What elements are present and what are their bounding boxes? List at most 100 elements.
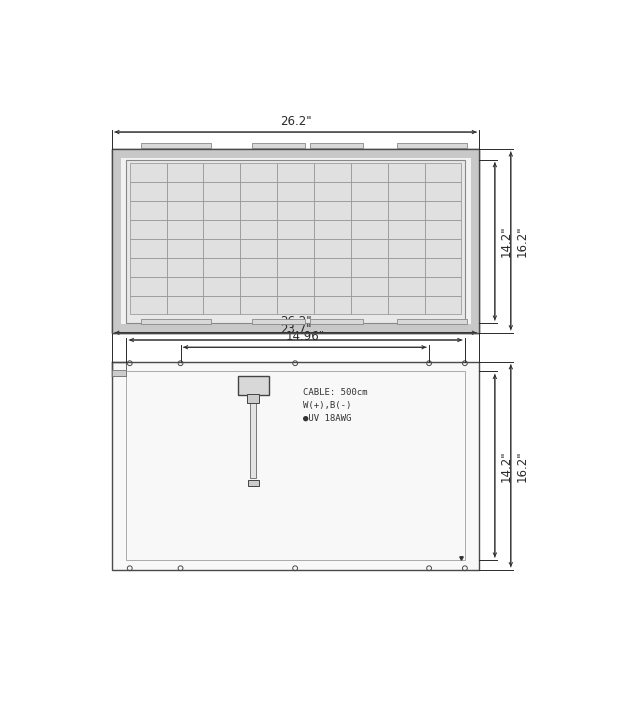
Bar (351, 183, 388, 201)
Bar (351, 220, 388, 239)
Bar (277, 183, 314, 201)
Bar (167, 164, 203, 183)
Bar (141, 143, 211, 147)
Bar (314, 220, 351, 239)
Bar (252, 143, 305, 147)
Bar (240, 296, 277, 314)
Bar (203, 164, 240, 183)
Bar (130, 296, 167, 314)
Bar (203, 220, 240, 239)
Bar (167, 239, 203, 258)
Text: 14.2": 14.2" (499, 225, 512, 257)
Bar (240, 258, 277, 277)
Bar (425, 164, 462, 183)
Bar (167, 183, 203, 201)
Bar (351, 164, 388, 183)
Bar (314, 258, 351, 277)
Bar (425, 201, 462, 220)
Bar (130, 201, 167, 220)
Bar (351, 277, 388, 296)
Bar (130, 220, 167, 239)
Bar (240, 220, 277, 239)
Bar (314, 239, 351, 258)
Bar (388, 258, 425, 277)
Bar (141, 319, 211, 324)
Bar (425, 296, 462, 314)
Bar (252, 319, 305, 324)
Bar (112, 149, 479, 158)
Text: 23.7": 23.7" (280, 323, 311, 336)
Text: 26.2": 26.2" (280, 315, 311, 329)
Bar (240, 277, 277, 296)
Bar (314, 296, 351, 314)
Bar (203, 277, 240, 296)
Bar (425, 183, 462, 201)
Bar (126, 371, 465, 560)
Bar (388, 239, 425, 258)
Bar (425, 277, 462, 296)
Text: 16.2": 16.2" (515, 450, 528, 482)
Bar (203, 258, 240, 277)
Bar (277, 296, 314, 314)
Bar (240, 183, 277, 201)
Bar (126, 159, 465, 323)
Bar (112, 362, 479, 570)
Bar (238, 376, 269, 395)
Bar (314, 183, 351, 201)
Text: 26.2": 26.2" (280, 114, 311, 128)
Bar (388, 164, 425, 183)
Bar (425, 220, 462, 239)
Bar (167, 296, 203, 314)
Bar (277, 201, 314, 220)
Bar (310, 319, 363, 324)
Bar (240, 239, 277, 258)
Text: 16.2": 16.2" (515, 225, 528, 257)
Bar (203, 183, 240, 201)
Bar (314, 201, 351, 220)
Bar (203, 239, 240, 258)
Bar (203, 296, 240, 314)
Bar (388, 277, 425, 296)
Bar (351, 258, 388, 277)
Bar (248, 480, 259, 486)
Bar (240, 164, 277, 183)
Bar (277, 258, 314, 277)
Bar (388, 296, 425, 314)
Bar (388, 220, 425, 239)
Bar (310, 143, 363, 147)
Bar (250, 395, 256, 478)
Bar (425, 239, 462, 258)
Bar (351, 201, 388, 220)
Bar (351, 239, 388, 258)
Bar (130, 164, 167, 183)
Bar (388, 201, 425, 220)
Bar (167, 258, 203, 277)
Text: 14.96": 14.96" (285, 330, 324, 343)
Bar (167, 277, 203, 296)
Bar (112, 149, 479, 333)
Bar (130, 258, 167, 277)
Bar (388, 183, 425, 201)
Bar (203, 201, 240, 220)
Bar (167, 220, 203, 239)
Bar (240, 201, 277, 220)
Bar (470, 149, 479, 333)
Bar (130, 239, 167, 258)
Bar (112, 149, 120, 333)
Bar (112, 324, 479, 333)
Bar (314, 277, 351, 296)
Bar (351, 296, 388, 314)
Bar (277, 277, 314, 296)
Bar (397, 143, 467, 147)
Bar (112, 149, 479, 333)
Bar (277, 164, 314, 183)
Bar (277, 220, 314, 239)
Bar (277, 239, 314, 258)
Bar (130, 183, 167, 201)
Bar (167, 201, 203, 220)
Bar (314, 164, 351, 183)
Text: 14.2": 14.2" (499, 450, 512, 482)
Bar (130, 277, 167, 296)
Bar (112, 370, 126, 376)
Text: CABLE: 500cm
W(+),B(-)
●UV 18AWG: CABLE: 500cm W(+),B(-) ●UV 18AWG (303, 388, 368, 423)
